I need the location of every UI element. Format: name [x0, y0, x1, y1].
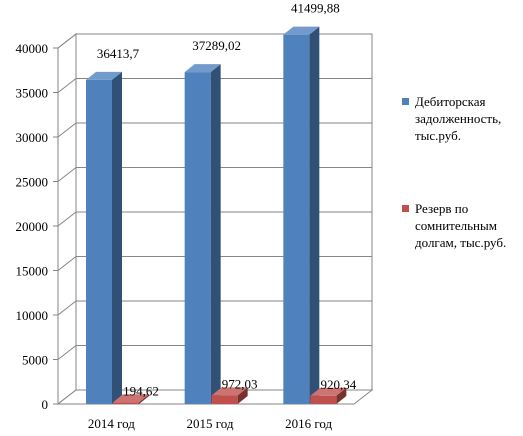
legend-item-reserve: Резерв по сомнительным долгам, тыс.руб. [402, 200, 520, 251]
bar-front-face [184, 72, 211, 405]
bar-side-face [309, 26, 320, 405]
bar [113, 394, 149, 404]
bar-side-face [112, 71, 122, 405]
bar-side-face [210, 64, 221, 405]
gridline [57, 211, 372, 227]
bars [86, 26, 347, 405]
bar [86, 71, 122, 405]
bar-side-face [237, 387, 248, 404]
bar-front-face [86, 79, 112, 405]
legend-swatch-reserve [402, 205, 409, 212]
gridline [57, 122, 372, 138]
legend-swatch-receivables [402, 98, 409, 105]
bar-front-face [211, 395, 238, 404]
data-label: 194,62 [123, 383, 159, 398]
bar-top-face [211, 387, 248, 396]
bar-top-face [86, 71, 122, 80]
x-axis-ticks: 2014 год 2015 год 2016 год [88, 416, 333, 431]
data-label: 37289,02 [192, 38, 241, 53]
bar-top-face [283, 26, 320, 35]
bar-side-face [139, 394, 149, 404]
gridline [57, 167, 372, 182]
bar-top-face [310, 387, 347, 396]
x-tick-label: 2014 год [88, 416, 135, 431]
y-tick-label: 15000 [16, 264, 49, 279]
bar-front-face [113, 402, 139, 404]
data-label: 920,34 [320, 377, 356, 392]
gridline [57, 345, 372, 360]
bar [310, 387, 347, 404]
y-tick-label: 5000 [22, 353, 48, 368]
y-tick-label: 40000 [16, 41, 49, 56]
y-tick-label: 25000 [16, 175, 49, 190]
bar-front-face [283, 34, 310, 405]
bar-top-face [184, 64, 221, 73]
y-tick-label: 30000 [16, 130, 49, 145]
bar-side-face [336, 387, 347, 404]
gridline [57, 300, 372, 316]
x-tick-label: 2016 год [285, 416, 332, 431]
bar [184, 64, 221, 405]
bar [211, 387, 248, 404]
bar-top-face [113, 394, 149, 403]
legend-label-reserve: Резерв по сомнительным долгам, тыс.руб. [415, 201, 507, 250]
data-labels: 36413,7 194,62 37289,02 972,03 41499,88 920,3… [97, 1, 357, 399]
gridline [57, 78, 372, 93]
y-tick-label: 10000 [16, 308, 49, 323]
legend-label-receivables: Дебиторская задолженность, тыс.руб. [415, 94, 502, 143]
y-tick-label: 35000 [16, 86, 49, 101]
x-tick-label: 2015 год [187, 416, 234, 431]
y-tick-label: 20000 [16, 219, 49, 234]
bar-front-face [310, 395, 337, 404]
gridline [57, 256, 372, 271]
y-axis-ticks: 0 5000 10000 15000 20000 25000 30000 35000 40000 [16, 41, 59, 412]
data-label: 36413,7 [97, 46, 140, 61]
gridline [57, 33, 372, 49]
data-label: 41499,88 [291, 1, 340, 16]
bar [283, 26, 320, 405]
data-label: 972,03 [222, 376, 258, 391]
y-tick-label: 0 [42, 397, 49, 412]
legend-item-receivables: Дебиторская задолженность, тыс.руб. [402, 93, 520, 144]
